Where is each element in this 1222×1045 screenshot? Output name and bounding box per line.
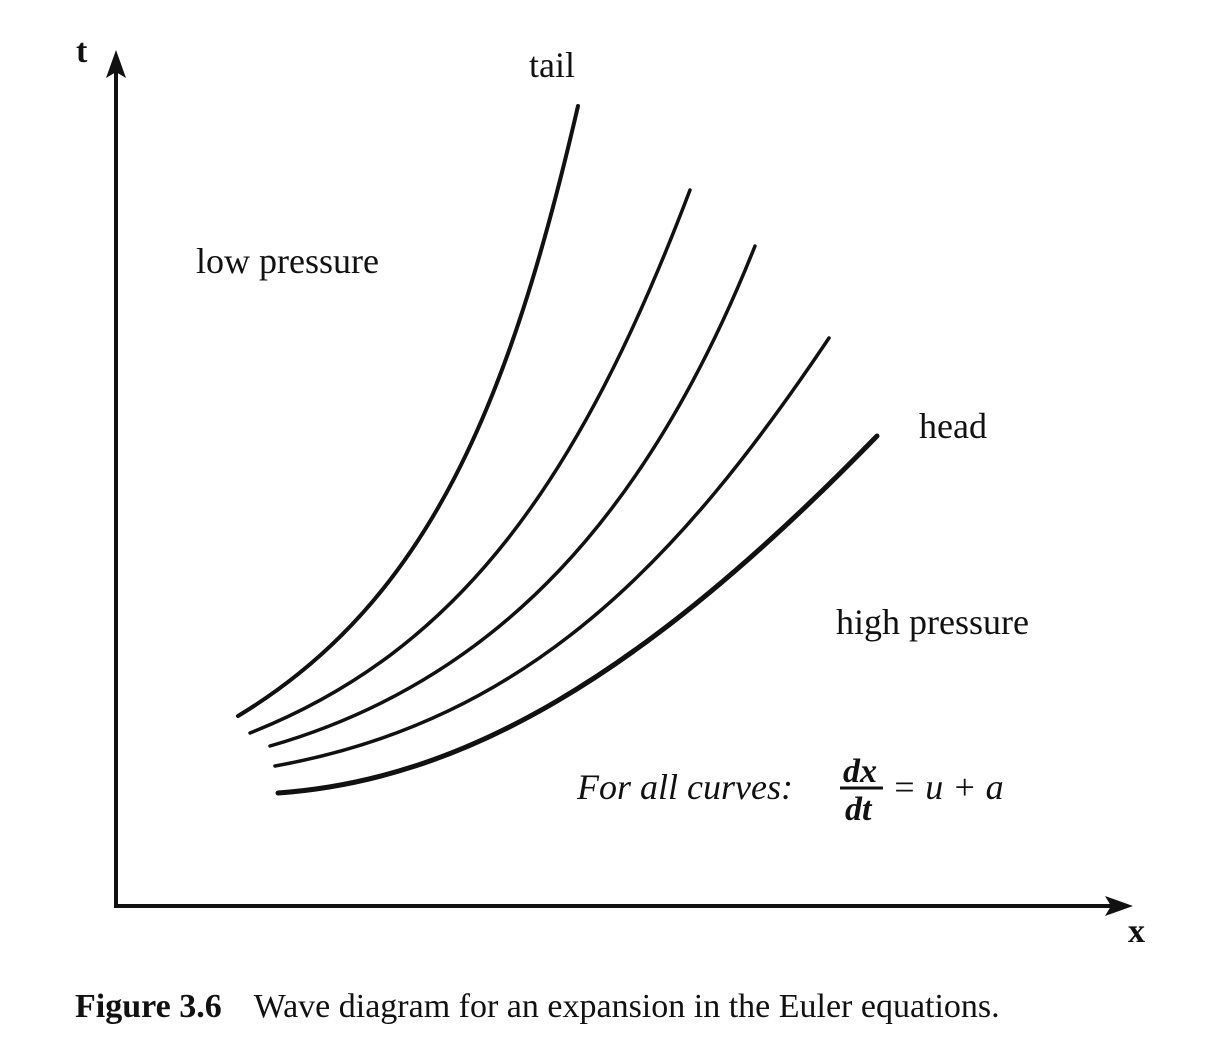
x-axis-label: x	[1128, 913, 1145, 950]
x-axis-arrow-icon	[1105, 896, 1133, 916]
head-characteristic-curve	[275, 433, 880, 796]
characteristic-curve-2	[248, 188, 692, 735]
low-pressure-label: low pressure	[196, 241, 379, 281]
characteristic-curve-4	[273, 336, 831, 768]
high-pressure-label: high pressure	[836, 602, 1029, 642]
figure-number: Figure 3.6	[75, 988, 222, 1025]
formula-denominator: dt	[845, 791, 873, 828]
formula-rhs: = u + a	[892, 767, 1004, 807]
tail-characteristic-curve	[236, 104, 580, 718]
formula-prefix: For all curves:	[576, 767, 793, 807]
figure-caption-text: Wave diagram for an expansion in the Eul…	[253, 988, 1000, 1025]
characteristic-curve-3	[268, 244, 757, 748]
head-label: head	[919, 406, 987, 446]
t-axis-label: t	[76, 33, 88, 70]
tail-label: tail	[529, 45, 575, 85]
formula-numerator: dx	[843, 753, 877, 790]
t-axis-arrow-icon	[106, 50, 126, 78]
figure-caption: Figure 3.6 Wave diagram for an expansion …	[75, 988, 1000, 1026]
